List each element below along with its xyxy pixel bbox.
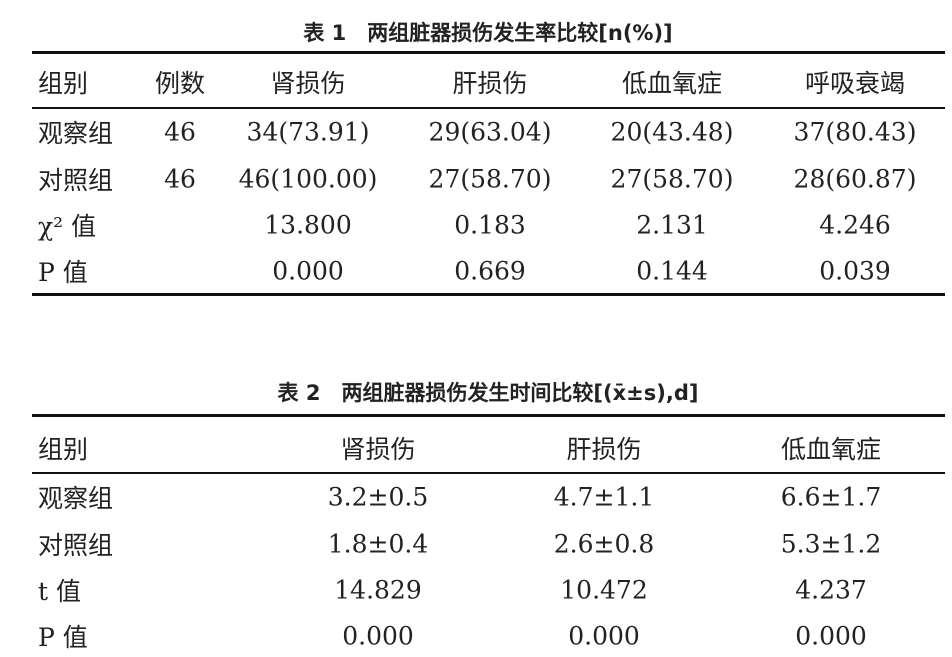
header-cell: 肾损伤: [340, 435, 416, 464]
cell: 13.800: [264, 210, 352, 240]
cell: 20(43.48): [610, 117, 734, 147]
header-cell: 组别: [38, 69, 89, 98]
cell: 1.8±0.4: [327, 529, 429, 559]
cell: 0.000: [568, 621, 640, 651]
cell: 0.669: [454, 256, 526, 286]
cell: 0.039: [819, 256, 891, 286]
cell: 观察组: [38, 119, 114, 148]
header-cell: 肾损伤: [270, 69, 346, 98]
cell: 37(80.43): [793, 117, 917, 147]
cell: 对照组: [38, 531, 114, 560]
table-title: 表 1 两组脏器损伤发生率比较[n(%)]: [303, 21, 673, 45]
cell: 5.3±1.2: [780, 529, 882, 559]
rule: [32, 51, 945, 54]
header-cell: 低血氧症: [621, 69, 723, 98]
cell: 46(100.00): [238, 164, 378, 194]
cell: 0.000: [272, 256, 344, 286]
cell: 6.6±1.7: [780, 482, 882, 512]
cell: 4.237: [795, 575, 867, 605]
header-cell: 肝损伤: [566, 435, 642, 464]
cell: 2.6±0.8: [553, 529, 655, 559]
cell: 4.7±1.1: [553, 482, 655, 512]
header-cell: 低血氧症: [780, 435, 882, 464]
cell: t 值: [38, 577, 81, 606]
cell: 0.144: [636, 256, 708, 286]
cell: 27(58.70): [428, 164, 552, 194]
cell: 0.000: [795, 621, 867, 651]
cell: 对照组: [38, 166, 114, 195]
cell: 46: [164, 164, 196, 194]
cell: 0.000: [342, 621, 414, 651]
cell: 0.183: [454, 210, 526, 240]
cell: P 值: [38, 258, 88, 287]
header-cell: 例数: [154, 69, 206, 98]
cell: 46: [164, 117, 196, 147]
rule: [32, 472, 945, 474]
cell: P 值: [38, 623, 88, 652]
rule: [32, 107, 945, 109]
rule: [32, 414, 945, 417]
cell: 27(58.70): [610, 164, 734, 194]
cell: 28(60.87): [793, 164, 917, 194]
cell: χ² 值: [38, 212, 97, 241]
header-cell: 呼吸衰竭: [804, 69, 906, 98]
header-cell: 组别: [38, 435, 89, 464]
cell: 2.131: [636, 210, 708, 240]
cell: 4.246: [819, 210, 891, 240]
rule: [32, 293, 945, 296]
cell: 观察组: [38, 484, 114, 513]
cell: 3.2±0.5: [327, 482, 429, 512]
cell: 10.472: [560, 575, 648, 605]
header-cell: 肝损伤: [452, 69, 528, 98]
table-title: 表 2 两组脏器损伤发生时间比较[(x̄±s),d]: [277, 381, 699, 405]
cell: 34(73.91): [246, 117, 370, 147]
cell: 14.829: [334, 575, 422, 605]
cell: 29(63.04): [428, 117, 552, 147]
